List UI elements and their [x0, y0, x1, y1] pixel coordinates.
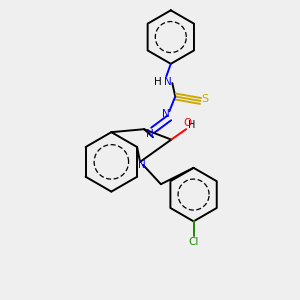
Text: Cl: Cl — [188, 237, 199, 247]
Text: S: S — [201, 94, 208, 104]
Text: O: O — [184, 118, 192, 128]
Text: H: H — [188, 120, 196, 130]
Text: N: N — [146, 129, 154, 139]
Text: N: N — [163, 109, 170, 119]
Text: N: N — [164, 76, 172, 87]
Text: N: N — [138, 160, 146, 170]
Text: H: H — [154, 76, 161, 87]
